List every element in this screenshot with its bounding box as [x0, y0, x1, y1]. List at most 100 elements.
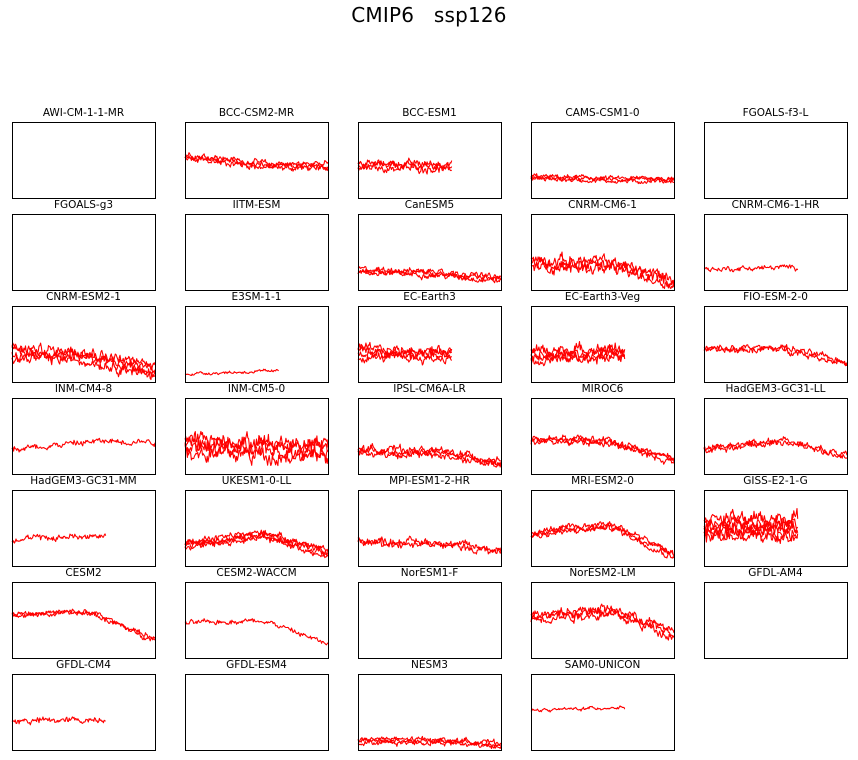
panel-29: GFDL-AM4 — [704, 567, 848, 659]
panel-frame — [12, 306, 156, 383]
series-line — [357, 537, 502, 555]
panel-11: E3SM-1-1 — [184, 291, 329, 383]
panel-frame — [531, 122, 675, 199]
series-line — [358, 735, 502, 747]
series-line — [357, 341, 453, 357]
panel-7: CanESM5 — [357, 199, 502, 291]
series-line — [184, 529, 329, 553]
series-line — [357, 265, 502, 280]
series-line — [703, 344, 848, 367]
panel-title: INM-CM4-8 — [55, 383, 112, 395]
panel-frame — [185, 674, 329, 751]
panel-frame — [704, 122, 848, 199]
panel-12: EC-Earth3 — [357, 291, 502, 383]
panel-frame — [12, 214, 156, 291]
panel-title: FGOALS-g3 — [54, 199, 113, 211]
series-line — [530, 603, 675, 633]
panel-18: MIROC6 — [530, 383, 675, 475]
panel-title: MIROC6 — [582, 383, 624, 395]
panel-27: NorESM1-F — [358, 567, 502, 659]
panel-frame — [12, 398, 156, 475]
panel-title: FGOALS-f3-L — [743, 107, 809, 119]
panel-10: CNRM-ESM2-1 — [11, 291, 156, 383]
panel-15: INM-CM4-8 — [11, 383, 156, 475]
panel-21: UKESM1-0-LL — [184, 475, 329, 567]
series-line — [703, 344, 848, 367]
panel-title: NorESM2-LM — [569, 567, 635, 579]
series-line — [184, 533, 329, 558]
panel-20: HadGEM3-GC31-MM — [11, 475, 156, 567]
panel-title: HadGEM3-GC31-MM — [30, 475, 136, 487]
panel-frame — [185, 214, 329, 291]
series-line — [11, 342, 156, 370]
panel-title: CanESM5 — [405, 199, 454, 211]
series-line — [11, 716, 106, 726]
series-line — [11, 610, 156, 642]
series-line — [11, 351, 156, 381]
figure-title: CMIP6 ssp126 — [351, 3, 507, 27]
panel-title: EC-Earth3-Veg — [565, 291, 640, 303]
panel-frame — [358, 214, 502, 291]
panel-30: GFDL-CM4 — [11, 659, 156, 751]
series-line — [530, 521, 675, 556]
panel-title: BCC-CSM2-MR — [219, 107, 294, 119]
panel-title: CNRM-CM6-1-HR — [732, 199, 820, 211]
panel-14: FIO-ESM-2-0 — [703, 291, 848, 383]
panel-title: CNRM-ESM2-1 — [46, 291, 121, 303]
series-line — [530, 256, 675, 288]
series-line — [530, 251, 675, 286]
panel-5: FGOALS-g3 — [12, 199, 156, 291]
series-line — [357, 267, 502, 282]
panel-frame — [185, 306, 329, 383]
series-line — [703, 514, 798, 533]
panel-title: EC-Earth3 — [403, 291, 456, 303]
panel-1: BCC-CSM2-MR — [184, 107, 329, 199]
panel-25: CESM2 — [11, 567, 156, 659]
series-line — [357, 535, 502, 554]
series-line — [357, 346, 453, 359]
panel-title: SAM0-UNICON — [565, 659, 641, 671]
panel-title: CESM2 — [65, 567, 101, 579]
panel-frame — [704, 582, 848, 659]
series-line — [184, 368, 279, 377]
panel-frame — [358, 306, 502, 383]
series-line — [530, 705, 626, 713]
series-line — [531, 173, 675, 182]
panel-title: INM-CM5-0 — [228, 383, 285, 395]
panel-frame — [185, 122, 329, 199]
series-line — [11, 437, 156, 453]
panel-title: FIO-ESM-2-0 — [743, 291, 808, 303]
panel-frame — [531, 490, 675, 567]
series-line — [184, 430, 329, 455]
series-line — [184, 152, 329, 171]
panel-frame — [185, 398, 329, 475]
series-line — [357, 268, 502, 284]
panel-2: BCC-ESM1 — [357, 107, 502, 199]
panel-16: INM-CM5-0 — [184, 383, 329, 475]
panel-frame — [358, 490, 502, 567]
panel-title: AWI-CM-1-1-MR — [43, 107, 124, 119]
panel-title: GFDL-ESM4 — [226, 659, 287, 671]
panel-32: NESM3 — [357, 659, 502, 751]
panel-24: GISS-E2-1-G — [703, 475, 848, 567]
panel-frame — [358, 674, 502, 751]
panel-title: GFDL-AM4 — [748, 567, 803, 579]
panel-frame — [358, 582, 502, 659]
panel-22: MPI-ESM1-2-HR — [357, 475, 502, 567]
panel-title: BCC-ESM1 — [402, 107, 457, 119]
panel-frame — [704, 214, 848, 291]
series-line — [357, 442, 501, 465]
panel-frame — [185, 490, 329, 567]
panel-13: EC-Earth3-Veg — [530, 291, 675, 383]
panel-8: CNRM-CM6-1 — [530, 199, 675, 291]
series-line — [11, 533, 107, 544]
panel-9: CNRM-CM6-1-HR — [703, 199, 848, 291]
series-line — [703, 518, 799, 534]
panel-frame — [531, 398, 675, 475]
series-line — [11, 608, 156, 640]
panel-title: CESM2-WACCM — [216, 567, 296, 579]
panel-title: MPI-ESM1-2-HR — [389, 475, 470, 487]
series-line — [530, 610, 675, 641]
series-line — [357, 349, 453, 360]
